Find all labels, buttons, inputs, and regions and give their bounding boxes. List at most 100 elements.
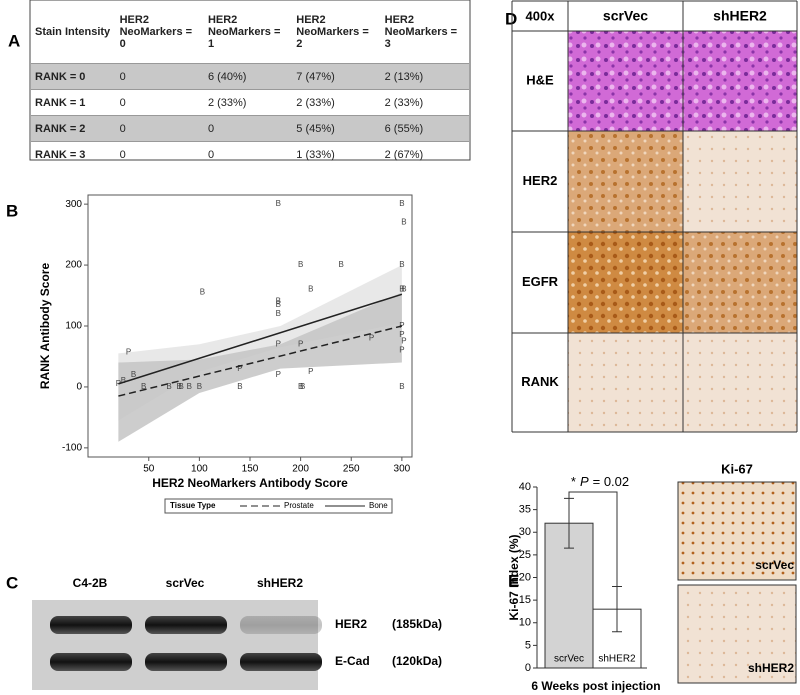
header-cell: HER2 NeoMarkers = 1 [207, 14, 281, 50]
table-cell: 2 (13%) [384, 70, 424, 83]
micrograph [683, 31, 797, 131]
table-cell: RANK = 2 [35, 122, 86, 135]
panel-label: B [6, 201, 18, 220]
y-tick-label: 100 [65, 321, 82, 332]
data-point: B [121, 376, 126, 385]
y-tick-label: 10 [519, 617, 531, 629]
category-label: shHER2 [598, 654, 636, 665]
header-cell: HER2 NeoMarkers = 2 [296, 14, 369, 50]
data-table: Stain Intensity HER2 NeoMarkers = 0 HER2 N… [31, 1, 469, 167]
blot-membrane [32, 600, 318, 690]
data-point: B [166, 382, 171, 391]
data-point: P [308, 367, 313, 376]
table-cell: RANK = 1 [35, 96, 86, 109]
confidence-band [118, 292, 402, 442]
y-tick-label: 30 [519, 526, 531, 538]
data-point: B [308, 285, 313, 294]
table-cell: 2 (33%) [384, 96, 424, 109]
size-label: (185kDa) [392, 617, 442, 631]
y-tick-label: 25 [519, 549, 531, 561]
y-tick-label: 0 [76, 382, 82, 393]
data-point: B [276, 297, 281, 306]
x-axis-label: HER2 NeoMarkers Antibody Score [152, 476, 348, 490]
panel-label: E [508, 571, 519, 590]
data-point: P [276, 370, 281, 379]
y-tick-label: 5 [525, 639, 531, 651]
confidence-band [118, 265, 402, 421]
x-tick-label: 150 [242, 464, 259, 475]
x-tick-label: 100 [191, 464, 208, 475]
table-cell: 0 [119, 96, 126, 109]
y-tick-label: 15 [519, 594, 531, 606]
data-point: P [237, 364, 242, 373]
data-point: B [276, 199, 281, 208]
data-point: B [401, 285, 406, 294]
data-point: B [298, 382, 303, 391]
y-tick-label: 0 [525, 662, 531, 674]
blot-band [240, 653, 322, 671]
annotation-star: * [571, 474, 576, 489]
header-row: Stain Intensity HER2 NeoMarkers = 0 HER2 N… [31, 1, 469, 64]
data-point: P [298, 339, 303, 348]
ki67-title: Ki-67 [721, 461, 753, 476]
table-cell: 2 (33%) [207, 96, 247, 109]
x-tick-label: 250 [343, 464, 360, 475]
blot-band [240, 616, 322, 634]
table-frame [29, 0, 471, 161]
data-point: P [399, 321, 404, 330]
data-point: P [399, 330, 404, 339]
x-tick-label: 200 [292, 464, 309, 475]
table-cell: 0 [119, 122, 126, 135]
table-cell: 6 (40%) [207, 70, 247, 83]
x-tick-label: 300 [394, 464, 411, 475]
data-point: P [276, 339, 281, 348]
category-label: scrVec [554, 654, 584, 665]
y-tick-label: 200 [65, 260, 82, 271]
table-row: RANK = 0 0 6 (40%) 7 (47%) 2 (13%) [31, 63, 469, 90]
data-point: B [178, 382, 183, 391]
data-point: B [338, 260, 343, 269]
micrograph [568, 131, 683, 232]
blot-band [50, 653, 132, 671]
micrograph [568, 31, 683, 131]
stain-label: HER2 [523, 173, 558, 188]
y-tick-label: 40 [519, 481, 531, 493]
lane-label: scrVec [166, 576, 205, 590]
data-point: B [276, 309, 281, 318]
data-point: B [401, 218, 406, 227]
column-label: scrVec [603, 8, 648, 24]
data-point: B [197, 382, 202, 391]
fit-line [118, 325, 403, 397]
table-cell: 0 [119, 70, 126, 83]
panel-label: D [505, 9, 517, 28]
column-label: shHER2 [713, 8, 767, 24]
significance-bracket [568, 491, 618, 587]
data-point: B [399, 285, 404, 294]
header-cell: HER2 NeoMarkers = 0 [119, 14, 193, 50]
y-tick-label: 300 [65, 199, 82, 210]
micrograph [683, 333, 797, 432]
micrograph [683, 232, 797, 333]
stain-label: RANK [521, 374, 559, 389]
image-label: shHER2 [748, 661, 794, 675]
data-point: B [176, 382, 181, 391]
x-axis-label: 6 Weeks post injection [531, 679, 660, 693]
blot-band [145, 653, 227, 671]
table-row: RANK = 2 0 0 5 (45%) 6 (55%) [31, 115, 469, 142]
fit-line [118, 293, 403, 385]
data-point: P [369, 333, 374, 342]
panel-label: A [8, 31, 20, 50]
table-cell: RANK = 0 [35, 70, 86, 83]
table-cell: 0 [207, 122, 215, 135]
data-point: B [399, 199, 404, 208]
table-cell: 7 (47%) [296, 70, 335, 83]
data-point: P [401, 336, 406, 345]
header-cell: Stain Intensity [35, 26, 111, 38]
error-bar [564, 497, 574, 549]
data-point: P [399, 345, 404, 354]
table-cell: 1 (33%) [296, 148, 335, 161]
micrograph [677, 481, 797, 581]
annotation-text: = 0.02 [593, 474, 630, 489]
